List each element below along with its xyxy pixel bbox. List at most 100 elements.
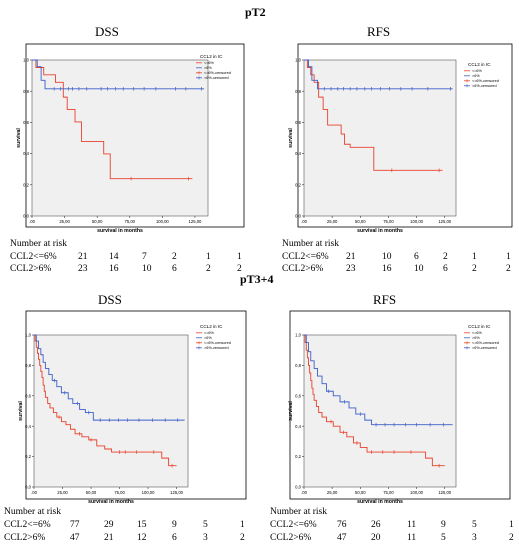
risk-count: 1 [240,520,245,530]
risk-row-pt2-rfs-gt6: CCL2>6% 23 16 10 6 2 2 [282,264,517,276]
risk-count: 2 [240,533,245,543]
legend-entry: <=6%-censored [204,71,231,75]
risk-count: 29 [104,520,114,530]
risk-count: 10 [382,252,392,262]
x-axis-label: survival in months [97,228,143,234]
risk-count: 2 [172,252,177,262]
risk-row-label: CCL2<=6% [270,520,317,530]
x-tick-label: 50,00 [355,219,366,224]
risk-row-pt34-dss-gt6: CCL2>6% 47 21 12 6 3 2 [4,533,249,545]
risk-count: 11 [407,533,417,543]
risk-count: 5 [441,533,446,543]
risk-count: 5 [472,520,477,530]
x-tick-label: .00 [301,219,307,224]
legend-entry: >6%-censored [204,76,229,80]
y-tick-label: 0,2 [23,182,29,187]
panel-title-pt2-dss: DSS [95,24,119,39]
y-axis-label: survival [288,401,294,421]
y-tick-label: 0,0 [23,214,29,219]
risk-count: 9 [172,520,177,530]
risk-count: 9 [441,520,446,530]
risk-count: 1 [509,520,514,530]
panel-frame [297,43,513,228]
y-tick-label: 0,0 [295,214,301,219]
km-line-le6 [304,334,445,467]
risk-count: 21 [78,252,88,262]
y-axis-label: survival [16,128,22,148]
legend-entry: >6% [204,66,212,70]
legend-title: CCL2 in IC [200,324,223,329]
legend-entry: >6% [204,336,212,340]
risk-count: 15 [137,520,147,530]
risk-count: 47 [337,533,347,543]
x-tick-label: 75,00 [383,219,394,224]
y-tick-label: 0,0 [295,485,301,490]
x-tick-label: 25,00 [59,219,70,224]
plot-area [31,59,209,217]
risk-row-pt34-dss-le6: CCL2<=6% 77 29 15 9 5 1 [4,520,249,532]
y-tick-label: 0,2 [295,454,301,459]
legend-entry: >6%-censored [472,346,497,350]
risk-count: 7 [142,252,147,262]
risk-count: 3 [472,533,477,543]
risk-row-pt2-rfs-le6: CCL2<=6% 21 10 6 2 1 1 [282,252,517,264]
x-axis-label: survival in months [357,228,403,234]
panel-title-pt34-rfs: RFS [373,292,397,307]
risk-count: 6 [172,264,177,274]
risk-count: 2 [443,252,448,262]
risk-count: 1 [206,252,211,262]
risk-count: 26 [371,520,381,530]
y-tick-label: 0,6 [295,120,301,125]
risk-row-label: CCL2<=6% [282,252,329,262]
y-tick-label: 0,8 [295,363,301,368]
risk-row-pt34-rfs-le6: CCL2<=6% 76 26 11 9 5 1 [270,520,517,532]
risk-count: 2 [509,533,514,543]
y-tick-label: 0,2 [295,182,301,187]
legend-entry: <=6%-censored [472,79,499,83]
x-tick-label: 100,00 [142,490,155,495]
x-tick-label: 50,00 [92,219,103,224]
legend-entry: <=6%-censored [472,341,499,345]
km-line-le6 [32,59,193,180]
km-line-gt6 [32,59,205,90]
y-axis-label: survival [288,128,294,148]
risk-count: 3 [203,533,208,543]
y-tick-label: 1,0 [23,58,29,63]
risk-count: 16 [382,264,392,274]
panel-frame [25,310,247,500]
risk-count: 6 [443,264,448,274]
legend-entry: <=6% [204,61,215,65]
x-tick-label: 100,00 [410,490,423,495]
risk-count: 11 [407,520,417,530]
risk-count: 2 [506,264,511,274]
risk-count: 2 [237,264,242,274]
risk-count: 21 [104,533,114,543]
y-tick-label: 0,6 [23,120,29,125]
y-tick-label: 1,0 [25,333,31,338]
risk-count: 23 [78,264,88,274]
x-axis-label: survival in months [88,499,134,505]
y-tick-label: 0,4 [23,151,29,156]
risk-row-label: CCL2>6% [282,264,324,274]
y-tick-label: 1,0 [295,333,301,338]
risk-count: 76 [337,520,347,530]
risk-row-label: CCL2>6% [4,533,46,543]
legend-entry: >6%-censored [472,84,497,88]
risk-count: 21 [346,252,356,262]
panel-frame [25,43,245,228]
y-tick-label: 0,4 [295,151,301,156]
x-tick-label: 75,00 [383,490,394,495]
x-tick-label: .00 [29,219,35,224]
risk-count: 16 [109,264,119,274]
risk-count: 77 [70,520,80,530]
risk-count: 1 [237,252,242,262]
y-tick-label: 0,8 [25,363,31,368]
risk-count: 1 [472,252,477,262]
y-tick-label: 0,8 [295,89,301,94]
risk-row-pt2-dss-gt6: CCL2>6% 23 16 10 6 2 2 [10,264,250,276]
legend-entry: <=6% [472,69,483,73]
y-tick-label: 0,4 [25,424,31,429]
risk-row-pt2-dss-le6: CCL2<=6% 21 14 7 2 1 1 [10,252,250,264]
legend-entry: <=6% [204,331,215,335]
